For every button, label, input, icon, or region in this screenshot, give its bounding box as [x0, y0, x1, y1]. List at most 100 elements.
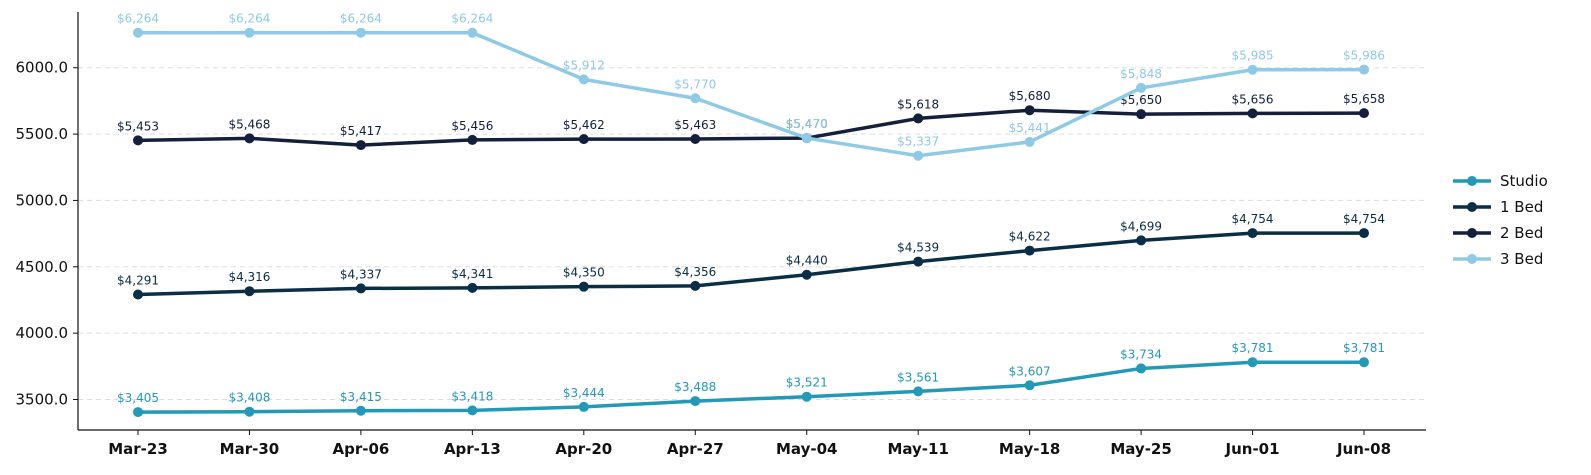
- x-tick-label: Apr-13: [444, 440, 501, 458]
- x-tick-label: May-11: [887, 440, 948, 458]
- legend-label: 2 Bed: [1500, 224, 1543, 242]
- data-point: [133, 27, 143, 38]
- data-point: [467, 405, 478, 416]
- data-point: [1359, 108, 1369, 119]
- data-label: $4,341: [451, 267, 493, 281]
- x-tick-label: May-18: [999, 440, 1060, 458]
- data-label: $5,463: [674, 118, 716, 132]
- data-label: $4,754: [1343, 212, 1385, 226]
- data-label: $5,470: [786, 117, 828, 131]
- y-tick-label: 6000.0: [16, 59, 69, 77]
- data-label: $3,781: [1343, 341, 1385, 355]
- data-label: $4,754: [1232, 212, 1274, 226]
- data-label: $4,539: [897, 241, 939, 255]
- data-point: [578, 281, 589, 292]
- data-point: [1136, 109, 1147, 120]
- series-3-bed: $6,264 $6,264 $6,264 $6,264$5,912$5,770$5,4…: [117, 12, 1385, 161]
- legend-item: 3 Bed: [1453, 250, 1543, 268]
- data-point: [913, 113, 924, 124]
- legend-item: Studio: [1453, 172, 1548, 190]
- data-label: $5,417: [340, 124, 382, 138]
- data-point: [1247, 64, 1258, 75]
- data-label: $5,468: [228, 117, 270, 131]
- data-point: [355, 140, 366, 151]
- series-group: $3,405 $3,408 $3,415 $3,418 $3,444 $3,488 $3,5…: [117, 12, 1385, 418]
- data-point: [244, 286, 255, 297]
- y-tick-label: 3500.0: [16, 390, 69, 408]
- x-tick-label: Jun-01: [1225, 440, 1280, 458]
- data-label: $3,734: [1120, 347, 1162, 361]
- data-label: $6,264: [228, 12, 270, 26]
- data-point: [355, 283, 366, 294]
- series-line: [136, 30, 1366, 158]
- data-point: [133, 135, 143, 146]
- data-point: [467, 27, 478, 38]
- data-label: $5,770: [674, 77, 716, 91]
- data-label: $3,444: [563, 386, 605, 400]
- x-tick-label: May-25: [1110, 440, 1171, 458]
- data-label: $5,986: [1343, 49, 1385, 63]
- data-point: [244, 406, 255, 417]
- legend-swatch-marker: [1467, 202, 1477, 212]
- legend-label: Studio: [1500, 172, 1548, 190]
- series-studio: $3,405 $3,408 $3,415 $3,418 $3,444 $3,488 $3,5…: [117, 341, 1385, 418]
- data-label: $3,521: [786, 376, 828, 390]
- data-point: [1136, 82, 1147, 93]
- data-point: [355, 405, 366, 416]
- y-tick-label: 5500.0: [16, 125, 69, 143]
- legend: Studio 1 Bed 2 Bed 3 Bed: [1453, 172, 1548, 268]
- x-tick-label: Apr-06: [332, 440, 389, 458]
- data-label: $3,418: [451, 389, 493, 403]
- legend-swatch-marker: [1467, 228, 1477, 238]
- data-point: [1359, 64, 1369, 75]
- data-label: $3,561: [897, 370, 939, 384]
- data-point: [244, 27, 255, 38]
- legend-item: 1 Bed: [1453, 198, 1543, 216]
- data-point: [578, 401, 589, 412]
- data-label: $4,356: [674, 265, 716, 279]
- data-label: $3,408: [228, 391, 270, 405]
- data-point: [1024, 136, 1035, 147]
- data-label: $3,781: [1232, 341, 1274, 355]
- x-axis-ticks: Mar-23 Mar-30 Apr-06 Apr-13 Apr-20 Apr-27 May-…: [108, 430, 1391, 458]
- data-point: [133, 407, 143, 418]
- data-point: [133, 289, 143, 300]
- legend-swatch-marker: [1467, 254, 1477, 264]
- data-label: $5,848: [1120, 67, 1162, 81]
- x-tick-label: Mar-23: [108, 440, 168, 458]
- x-tick-label: Mar-30: [220, 440, 280, 458]
- data-label: $5,470: [786, 117, 828, 131]
- data-point: [690, 93, 701, 104]
- data-label: $6,264: [117, 12, 159, 26]
- data-label: $4,699: [1120, 219, 1162, 233]
- x-tick-label: Jun-08: [1336, 440, 1391, 458]
- data-label: $5,337: [897, 135, 939, 149]
- x-tick-label: Apr-20: [555, 440, 612, 458]
- y-tick-label: 5000.0: [16, 191, 69, 209]
- series-line: [136, 108, 1366, 147]
- data-label: $5,680: [1009, 89, 1051, 103]
- data-point: [1024, 245, 1035, 256]
- data-label: $5,658: [1343, 92, 1385, 106]
- data-point: [690, 133, 701, 144]
- data-point: [578, 74, 589, 85]
- x-tick-label: May-04: [776, 440, 837, 458]
- axes: [77, 12, 1426, 431]
- legend-item: 2 Bed: [1453, 224, 1543, 242]
- data-point: [913, 150, 924, 161]
- legend-label: 3 Bed: [1500, 250, 1543, 268]
- data-point: [244, 133, 255, 144]
- data-label: $5,453: [117, 119, 159, 133]
- data-label: $4,337: [340, 267, 382, 281]
- data-point: [1024, 380, 1035, 391]
- data-label: $3,405: [117, 391, 159, 405]
- data-label: $5,618: [897, 97, 939, 111]
- legend-swatch-marker: [1467, 176, 1477, 186]
- data-point: [801, 133, 812, 144]
- data-label: $4,316: [228, 270, 270, 284]
- y-tick-label: 4500.0: [16, 258, 69, 276]
- data-label: $3,415: [340, 390, 382, 404]
- series-line: [136, 360, 1366, 414]
- data-label: $5,985: [1232, 49, 1274, 63]
